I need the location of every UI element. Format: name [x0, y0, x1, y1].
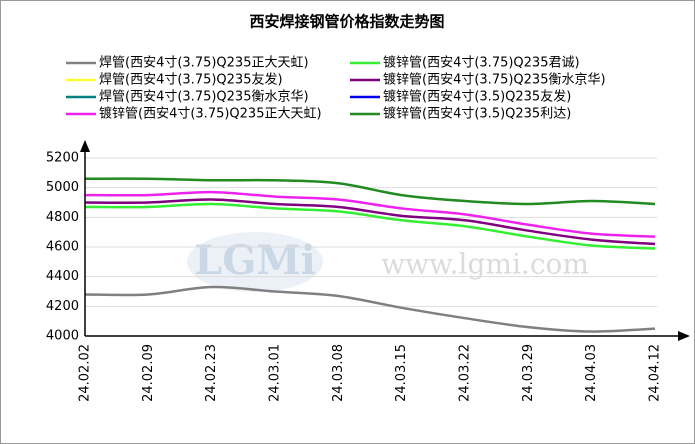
x-tick-label: 24.04.03 [584, 344, 599, 402]
y-tick-label: 4600 [46, 240, 79, 255]
y-tick-label: 4400 [46, 269, 79, 284]
legend-label: 焊管(西安4寸(3.75)Q235衡水京华) [99, 89, 309, 105]
y-tick-label: 4000 [46, 329, 79, 344]
x-tick-label: 24.02.02 [78, 344, 93, 402]
y-tick-label: 4800 [46, 210, 79, 225]
y-axis-arrow [80, 140, 90, 152]
y-tick-label: 5200 [46, 151, 79, 166]
watermark-url: www.lgmi.com [381, 248, 589, 281]
legend-label: 镀锌管(西安4寸(3.75)Q235君诚) [383, 55, 580, 71]
legend-label: 焊管(西安4寸(3.75)Q235友发) [99, 72, 283, 88]
x-tick-label: 24.03.15 [394, 344, 409, 402]
x-tick-label: 24.04.12 [648, 344, 663, 402]
series-line [84, 198, 656, 246]
x-tick-label: 24.03.01 [268, 344, 283, 402]
series-line [84, 285, 656, 333]
series-line [84, 202, 656, 250]
legend-label: 焊管(西安4寸(3.75)Q235正大天虹) [99, 55, 309, 71]
legend-label: 镀锌管(西安4寸(3.5)Q235友发) [383, 89, 571, 105]
series-line [84, 177, 656, 206]
series-line [84, 190, 656, 238]
x-tick-label: 24.02.09 [141, 344, 156, 402]
x-tick-label: 24.03.29 [521, 344, 536, 402]
chart-title: 西安焊接钢管价格指数走势图 [249, 13, 444, 31]
x-tick-label: 24.02.23 [204, 344, 219, 402]
legend-label: 镀锌管(西安4寸(3.75)Q235正大天虹) [99, 106, 322, 122]
legend-label: 镀锌管(西安4寸(3.5)Q235利达) [383, 106, 571, 122]
y-tick-label: 4200 [46, 299, 79, 314]
x-axis-arrow [678, 331, 690, 341]
x-tick-label: 24.03.08 [331, 344, 346, 402]
y-tick-label: 5000 [46, 180, 79, 195]
x-tick-label: 24.03.22 [458, 344, 473, 402]
legend-label: 镀锌管(西安4寸(3.75)Q235衡水京华) [383, 72, 606, 88]
